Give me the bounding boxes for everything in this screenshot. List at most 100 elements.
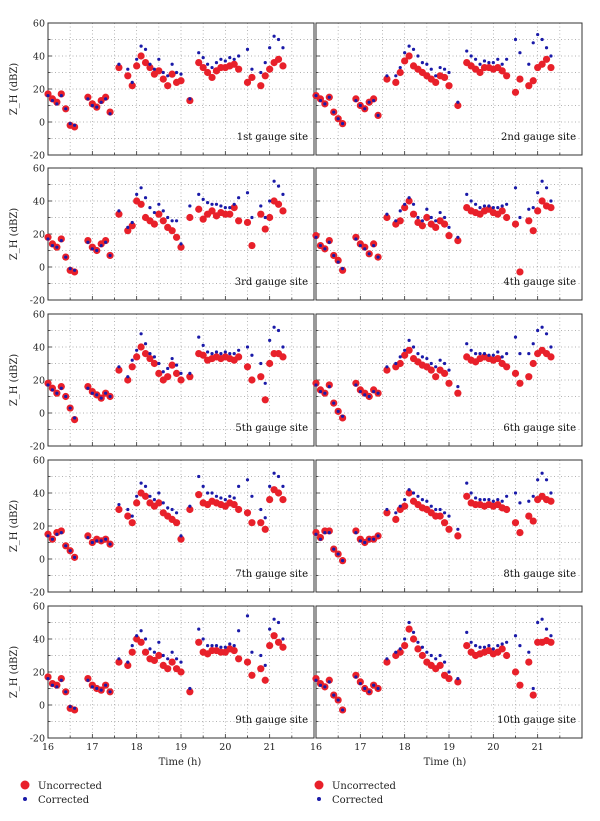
corrected-point: [478, 62, 482, 66]
uncorrected-point: [316, 533, 325, 542]
corrected-point: [237, 348, 241, 352]
scatter-panel: 60 40 20 0 -20 Z_H (dBZ) 5th gauge site: [9, 309, 315, 452]
gauge-site-label: 8th gauge site: [503, 569, 576, 580]
corrected-point: [95, 248, 99, 253]
corrected-point: [50, 683, 55, 687]
corrected-point: [314, 383, 318, 387]
y-tick-label: 40: [33, 196, 45, 207]
uncorrected-point: [542, 55, 551, 63]
corrected-point: [363, 247, 367, 251]
uncorrected-point: [396, 68, 404, 77]
corrected-point: [143, 342, 148, 346]
corrected-point: [394, 650, 398, 654]
uncorrected-point: [199, 215, 207, 223]
corrected-point: [336, 117, 340, 121]
corrected-point: [527, 499, 531, 503]
scatter-panel: 60 40 20 0 -20 Z_H (dBZ) 3rd gauge site: [9, 163, 315, 306]
corrected-point: [197, 627, 201, 631]
corrected-point: [505, 57, 509, 61]
uncorrected-point: [71, 268, 79, 276]
uncorrected-point: [516, 681, 524, 689]
uncorrected-point: [261, 676, 269, 684]
uncorrected-point: [339, 266, 347, 274]
x-tick-label: 16: [42, 742, 54, 753]
corrected-point: [232, 352, 236, 356]
corrected-point: [281, 192, 285, 196]
corrected-point: [336, 698, 340, 702]
corrected-point: [237, 484, 241, 488]
corrected-point: [50, 243, 55, 248]
y-tick-label: 20: [33, 667, 45, 678]
corrected-point: [429, 215, 433, 220]
corrected-point: [59, 531, 63, 535]
uncorrected-point: [516, 75, 524, 83]
y-tick-label: -20: [30, 587, 45, 598]
y-tick-label: 0: [39, 700, 45, 711]
uncorrected-point: [243, 218, 252, 227]
corrected-point: [135, 192, 139, 196]
uncorrected-point: [547, 497, 555, 505]
uncorrected-point: [141, 59, 150, 67]
y-axis-label: Z_H (dBZ): [9, 63, 20, 115]
corrected-point: [64, 544, 68, 548]
corrected-point: [276, 37, 281, 42]
uncorrected-point: [494, 354, 502, 363]
corrected-point: [188, 371, 192, 375]
uncorrected-point: [516, 529, 524, 537]
y-tick-label: 60: [33, 601, 45, 612]
corrected-point: [108, 112, 112, 116]
uncorrected-point: [235, 505, 243, 514]
corrected-point: [206, 350, 210, 354]
corrected-point: [237, 54, 241, 58]
legend-corrected-label: Corrected: [332, 795, 384, 806]
corrected-point: [385, 212, 389, 216]
corrected-point: [117, 62, 121, 66]
corrected-point: [148, 206, 152, 210]
uncorrected-point: [279, 207, 287, 215]
uncorrected-point: [392, 78, 400, 86]
uncorrected-point: [356, 678, 364, 686]
uncorrected-point: [146, 354, 154, 363]
corrected-point: [438, 653, 442, 658]
corrected-point: [99, 100, 103, 104]
corrected-point: [55, 391, 59, 395]
corrected-point: [210, 491, 214, 495]
uncorrected-point: [432, 223, 440, 231]
corrected-point: [223, 59, 227, 63]
corrected-point: [536, 478, 540, 482]
corrected-point: [263, 61, 267, 65]
corrected-point: [425, 207, 429, 211]
corrected-point: [143, 637, 148, 641]
corrected-point: [540, 179, 544, 183]
scatter-panel: 4th gauge site: [312, 167, 583, 301]
corrected-point: [157, 361, 161, 366]
uncorrected-point: [312, 232, 320, 240]
corrected-point: [314, 94, 318, 98]
corrected-point: [281, 484, 285, 488]
corrected-point: [398, 504, 402, 508]
corrected-point: [336, 260, 340, 264]
corrected-point: [188, 504, 192, 508]
corrected-point: [219, 352, 223, 356]
uncorrected-point: [529, 77, 537, 85]
uncorrected-point: [261, 72, 269, 80]
corrected-point: [228, 352, 232, 356]
corrected-point: [46, 534, 50, 538]
uncorrected-point: [248, 73, 256, 82]
uncorrected-point: [84, 675, 92, 683]
uncorrected-point: [243, 658, 252, 666]
corrected-point: [487, 204, 491, 208]
corrected-point: [358, 681, 362, 686]
corrected-point: [318, 389, 323, 394]
uncorrected-point: [195, 59, 203, 67]
uncorrected-point: [529, 691, 537, 699]
corrected-point: [259, 204, 263, 208]
scatter-panel: 60 40 20 0 -20 Z_H (dBZ) 16 17 18 19 20 21 9th gauge…: [9, 601, 315, 753]
corrected-point: [549, 54, 553, 58]
corrected-point: [188, 686, 192, 691]
scatter-panel: 6th gauge site: [312, 313, 583, 447]
uncorrected-point: [279, 496, 287, 504]
corrected-point: [447, 514, 451, 518]
corrected-point: [513, 37, 518, 42]
